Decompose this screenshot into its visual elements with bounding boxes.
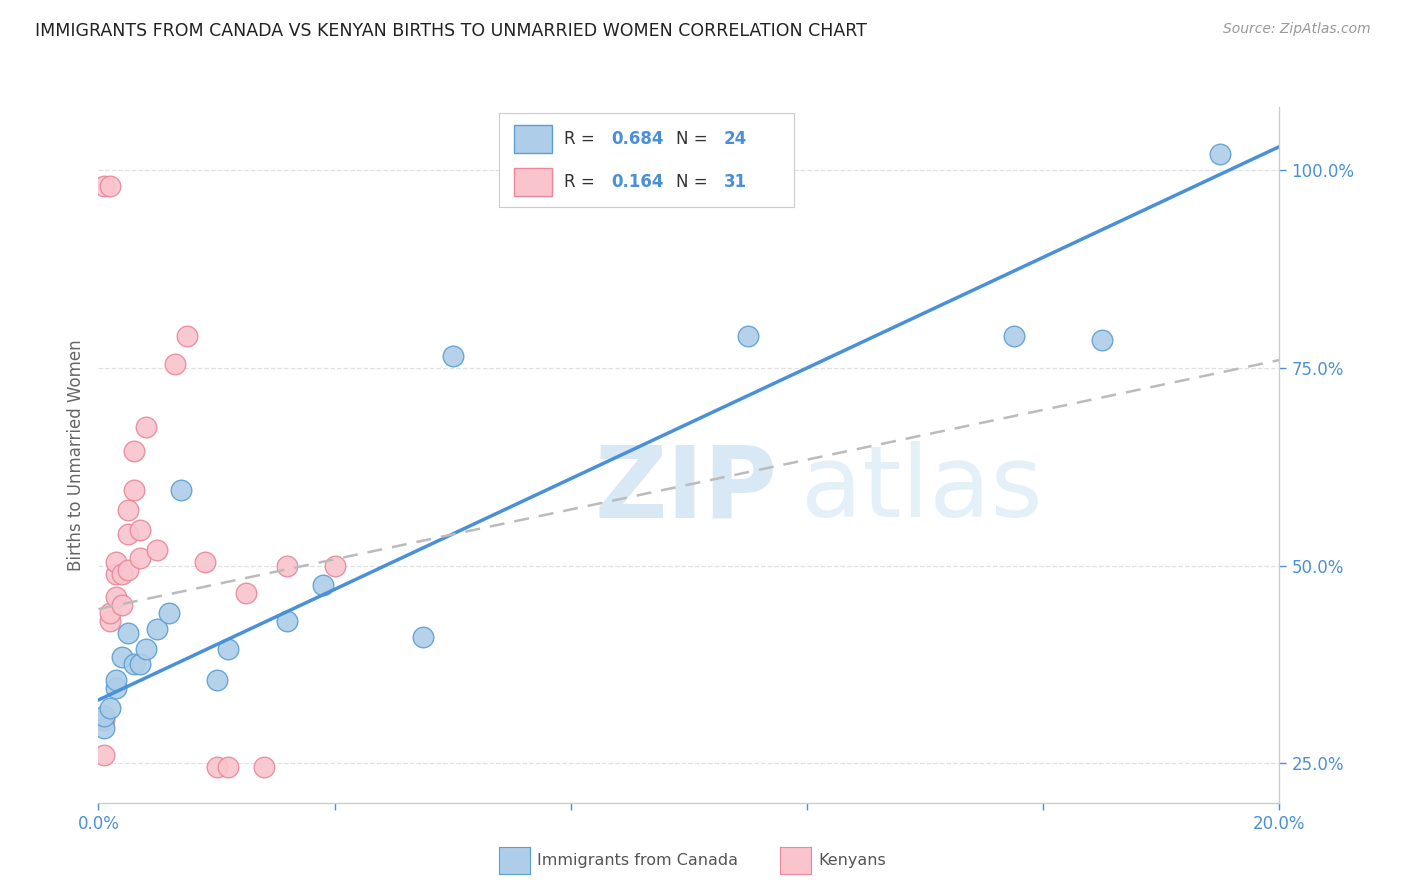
Point <box>1091 333 1114 347</box>
Point <box>111 649 134 664</box>
Point <box>105 673 128 688</box>
Text: Immigrants from Canada: Immigrants from Canada <box>537 854 738 868</box>
Point <box>98 179 121 194</box>
Point <box>253 760 276 774</box>
Text: R =: R = <box>564 129 600 147</box>
Point <box>93 713 115 727</box>
Text: Kenyans: Kenyans <box>818 854 886 868</box>
Point <box>170 483 193 498</box>
FancyBboxPatch shape <box>515 125 553 153</box>
Point <box>217 641 239 656</box>
Point <box>312 578 335 592</box>
Point <box>128 523 150 537</box>
Text: 0.164: 0.164 <box>612 173 664 191</box>
Point <box>128 550 150 565</box>
Point <box>105 591 128 605</box>
Point <box>98 701 121 715</box>
Point <box>205 760 228 774</box>
Point <box>146 622 169 636</box>
Point <box>737 329 759 343</box>
Point <box>235 586 257 600</box>
Point <box>135 641 157 656</box>
Point <box>135 420 157 434</box>
Text: N =: N = <box>676 173 713 191</box>
Point <box>122 483 145 498</box>
Point <box>146 542 169 557</box>
Point <box>105 566 128 581</box>
Point <box>165 357 187 371</box>
Point <box>194 555 217 569</box>
Point <box>1209 147 1232 161</box>
Point <box>117 503 139 517</box>
Point <box>117 563 139 577</box>
Point <box>276 614 298 628</box>
Point <box>93 179 115 194</box>
Point <box>122 444 145 458</box>
Point <box>128 657 150 672</box>
Text: ZIP: ZIP <box>595 442 778 538</box>
Point <box>98 606 121 620</box>
Point <box>117 625 139 640</box>
Point <box>93 708 115 723</box>
Point <box>412 630 434 644</box>
Point <box>105 681 128 695</box>
Point <box>276 558 298 573</box>
Point <box>117 527 139 541</box>
Point <box>382 847 405 862</box>
Text: N =: N = <box>676 129 713 147</box>
Point <box>205 673 228 688</box>
Y-axis label: Births to Unmarried Women: Births to Unmarried Women <box>66 339 84 571</box>
Text: atlas: atlas <box>801 442 1043 538</box>
Point <box>93 721 115 735</box>
Point <box>1002 329 1025 343</box>
FancyBboxPatch shape <box>515 168 553 195</box>
Point <box>176 329 198 343</box>
Point <box>122 657 145 672</box>
Text: IMMIGRANTS FROM CANADA VS KENYAN BIRTHS TO UNMARRIED WOMEN CORRELATION CHART: IMMIGRANTS FROM CANADA VS KENYAN BIRTHS … <box>35 22 868 40</box>
Text: Source: ZipAtlas.com: Source: ZipAtlas.com <box>1223 22 1371 37</box>
Point <box>441 349 464 363</box>
Text: 24: 24 <box>724 129 747 147</box>
Text: 31: 31 <box>724 173 747 191</box>
Text: R =: R = <box>564 173 600 191</box>
Point <box>105 555 128 569</box>
Text: 0.684: 0.684 <box>612 129 664 147</box>
Point <box>93 748 115 763</box>
Point <box>98 614 121 628</box>
Point <box>111 566 134 581</box>
Point <box>217 760 239 774</box>
Point <box>111 598 134 612</box>
Point <box>157 606 180 620</box>
Point <box>323 558 346 573</box>
